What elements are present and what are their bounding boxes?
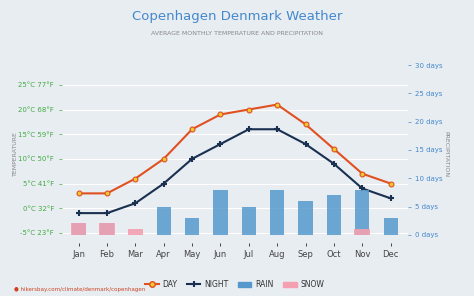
Bar <box>355 189 369 235</box>
Bar <box>270 189 284 235</box>
Text: ● hikersbay.com/climate/denmark/copenhagen: ● hikersbay.com/climate/denmark/copenhag… <box>14 287 146 292</box>
Bar <box>383 218 398 235</box>
Bar <box>100 223 114 235</box>
Bar <box>355 229 370 235</box>
Y-axis label: TEMPERATURE: TEMPERATURE <box>13 131 18 176</box>
Y-axis label: PRECIPITATION: PRECIPITATION <box>443 131 448 177</box>
Bar <box>156 207 171 235</box>
Bar <box>72 223 86 235</box>
Text: AVERAGE MONTHLY TEMPERATURE AND PRECIPITATION: AVERAGE MONTHLY TEMPERATURE AND PRECIPIT… <box>151 31 323 36</box>
Bar <box>242 207 256 235</box>
Bar <box>99 223 115 235</box>
Bar <box>327 195 341 235</box>
Legend: DAY, NIGHT, RAIN, SNOW: DAY, NIGHT, RAIN, SNOW <box>142 277 328 292</box>
Bar <box>185 218 199 235</box>
Bar <box>299 201 313 235</box>
Bar <box>128 229 143 235</box>
Bar <box>213 189 228 235</box>
Text: Copenhagen Denmark Weather: Copenhagen Denmark Weather <box>132 10 342 23</box>
Bar <box>71 223 86 235</box>
